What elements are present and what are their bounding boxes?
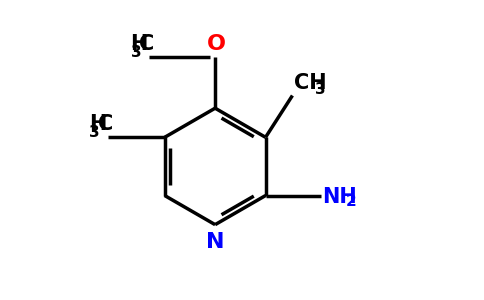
Text: C: C	[98, 114, 113, 134]
Text: C: C	[139, 34, 154, 54]
Text: H: H	[89, 114, 106, 134]
Text: 3: 3	[89, 125, 100, 140]
Text: CH: CH	[294, 73, 327, 92]
Text: O: O	[207, 34, 226, 54]
Text: 3: 3	[315, 82, 325, 97]
Text: 2: 2	[346, 194, 356, 209]
Text: N: N	[206, 232, 225, 252]
Text: H: H	[131, 34, 148, 54]
Text: 3: 3	[131, 45, 141, 60]
Text: NH: NH	[322, 187, 357, 207]
